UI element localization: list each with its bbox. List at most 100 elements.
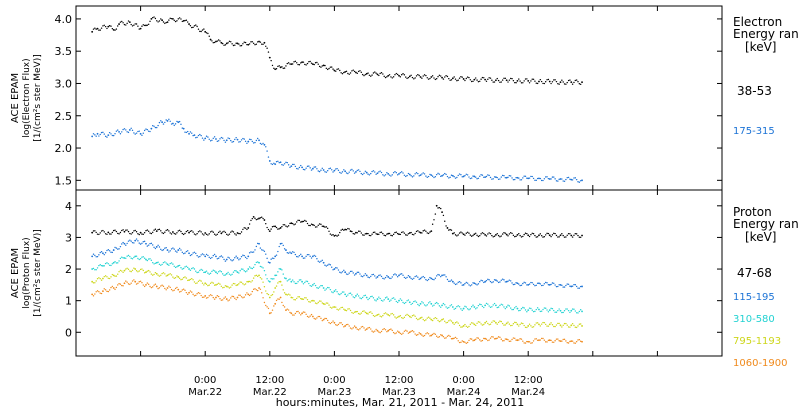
proton-data-point — [321, 225, 323, 227]
proton-data-point — [431, 333, 434, 336]
electron-data-point — [415, 172, 418, 174]
proton-data-point — [569, 233, 571, 235]
electron-data-point — [440, 175, 442, 178]
proton-data-point — [375, 300, 377, 302]
proton-data-point — [365, 328, 368, 331]
proton-data-point — [242, 297, 244, 299]
proton-data-point — [152, 274, 154, 276]
proton-data-point — [479, 281, 481, 283]
proton-data-point — [266, 278, 268, 280]
proton-data-point — [178, 229, 181, 232]
proton-data-point — [110, 286, 112, 289]
proton-data-point — [554, 325, 556, 328]
proton-data-point — [426, 332, 428, 334]
electron-data-point — [273, 162, 275, 164]
proton-data-point — [481, 280, 484, 282]
electron-data-point — [271, 64, 274, 67]
electron-data-point — [526, 177, 528, 179]
proton-data-point — [297, 310, 299, 313]
electron-data-point — [134, 23, 136, 25]
proton-data-point — [505, 233, 508, 236]
electron-data-point — [204, 30, 207, 33]
proton-data-point — [372, 231, 375, 234]
proton-data-point — [217, 271, 220, 273]
proton-data-point — [96, 278, 99, 280]
electron-data-point — [446, 75, 449, 78]
proton-data-point — [372, 297, 375, 299]
proton-data-point — [332, 233, 334, 236]
proton-data-point — [356, 293, 358, 295]
proton-data-point — [195, 294, 197, 297]
proton-data-point — [217, 257, 220, 259]
electron-data-point — [180, 123, 182, 126]
proton-data-point — [504, 232, 507, 234]
proton-data-point — [309, 301, 311, 303]
proton-data-point — [566, 234, 568, 236]
electron-data-point — [112, 134, 115, 137]
proton-data-point — [106, 290, 108, 293]
proton-data-point — [231, 295, 233, 298]
proton-data-point — [298, 254, 301, 257]
proton-data-point — [129, 255, 131, 258]
proton-data-point — [246, 292, 248, 294]
electron-data-point — [304, 169, 306, 171]
proton-data-point — [427, 232, 430, 235]
proton-data-point — [118, 271, 120, 273]
proton-data-point — [123, 242, 126, 245]
proton-data-point — [125, 244, 127, 246]
electron-data-point — [131, 129, 134, 132]
proton-data-point — [339, 308, 341, 310]
electron-data-point — [499, 81, 501, 83]
proton-data-point — [203, 296, 205, 298]
proton-data-point — [483, 306, 485, 309]
proton-data-point — [565, 322, 567, 325]
proton-data-point — [125, 229, 127, 231]
proton-data-point — [359, 313, 361, 315]
electron-data-point — [117, 129, 119, 131]
proton-data-point — [308, 300, 310, 303]
proton-data-point — [500, 279, 502, 282]
proton-data-point — [205, 283, 208, 286]
proton-data-point — [170, 288, 173, 291]
electron-data-point — [492, 81, 494, 83]
electron-data-point — [265, 45, 267, 47]
proton-data-point — [448, 280, 450, 283]
proton-data-point — [388, 277, 391, 279]
proton-data-point — [548, 339, 551, 342]
electron-data-point — [196, 25, 198, 28]
electron-data-point — [423, 173, 426, 175]
electron-data-point — [553, 176, 555, 178]
proton-data-point — [317, 315, 319, 318]
electron-data-point — [310, 62, 313, 64]
proton-data-point — [234, 297, 236, 299]
electron-data-point — [558, 178, 560, 181]
electron-data-point — [255, 43, 258, 45]
proton-data-point — [285, 309, 287, 312]
electron-data-point — [107, 134, 110, 137]
proton-data-point — [444, 220, 446, 222]
proton-data-point — [458, 280, 461, 283]
electron-data-point — [161, 19, 164, 22]
proton-data-point — [383, 328, 385, 330]
proton-data-point — [208, 295, 210, 297]
proton-data-point — [191, 277, 193, 280]
proton-data-point — [99, 251, 101, 254]
proton-data-point — [250, 251, 252, 253]
proton-data-point — [518, 283, 520, 285]
proton-data-point — [472, 234, 474, 237]
proton-data-point — [495, 304, 497, 307]
proton-data-point — [500, 338, 502, 340]
proton-data-point — [306, 298, 309, 301]
proton-data-point — [160, 274, 162, 277]
proton-data-point — [208, 233, 210, 235]
proton-data-point — [98, 254, 100, 256]
proton-data-point — [118, 248, 120, 250]
proton-data-point — [544, 281, 547, 284]
proton-data-point — [158, 263, 161, 266]
electron-data-point — [372, 72, 375, 74]
proton-data-point — [224, 231, 227, 234]
proton-data-point — [287, 279, 290, 281]
proton-data-point — [562, 338, 564, 341]
electron-data-point — [371, 74, 373, 76]
